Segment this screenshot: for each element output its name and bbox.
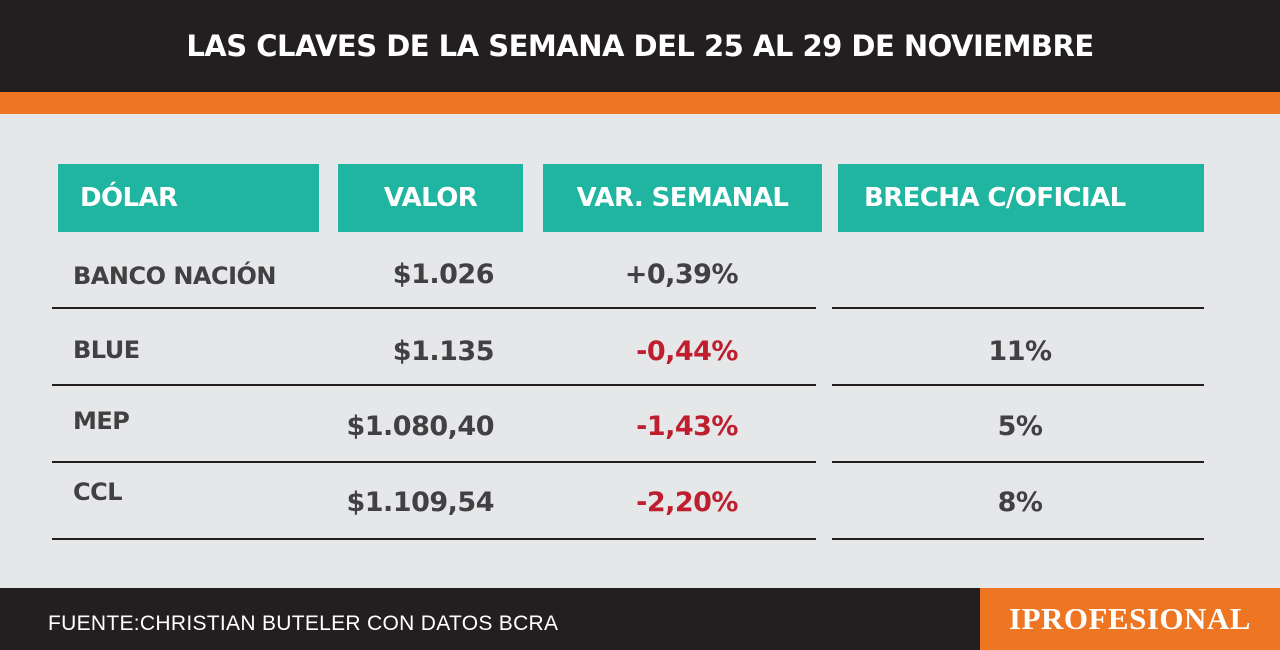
row-divider <box>52 384 816 386</box>
row-blue-valor: $1.135 <box>392 336 495 367</box>
column-header-dolar: DÓLAR <box>58 164 319 232</box>
row-ccl-var: -2,20% <box>636 487 738 518</box>
row-mep-valor: $1.080,40 <box>346 411 494 442</box>
title-banner: LAS CLAVES DE LA SEMANA DEL 25 AL 29 DE … <box>0 0 1280 92</box>
page-title: LAS CLAVES DE LA SEMANA DEL 25 AL 29 DE … <box>186 29 1094 63</box>
row-blue-var: -0,44% <box>636 336 738 367</box>
row-divider <box>52 307 816 309</box>
row-divider <box>52 538 816 540</box>
row-ccl-name: CCL <box>73 478 123 506</box>
row-ccl-brecha: 8% <box>997 487 1043 518</box>
footer-bar <box>0 588 980 650</box>
column-header-valor: VALOR <box>338 164 523 232</box>
row-divider <box>832 384 1204 386</box>
row-divider <box>832 307 1204 309</box>
source-note: FUENTE:CHRISTIAN BUTELER CON DATOS BCRA <box>48 612 559 635</box>
row-mep-var: -1,43% <box>636 411 738 442</box>
row-divider <box>52 461 816 463</box>
row-mep-brecha: 5% <box>997 411 1043 442</box>
row-divider <box>832 538 1204 540</box>
column-header-var-semanal: VAR. SEMANAL <box>543 164 822 232</box>
row-banco-nacion-var: +0,39% <box>624 259 739 290</box>
accent-stripe <box>0 92 1280 114</box>
row-blue-name: BLUE <box>73 336 140 364</box>
row-blue-brecha: 11% <box>988 336 1052 367</box>
brand-box: IPROFESIONAL <box>980 588 1280 650</box>
column-header-brecha: BRECHA C/OFICIAL <box>838 164 1204 232</box>
row-banco-nacion-valor: $1.026 <box>392 259 495 290</box>
row-mep-name: MEP <box>73 407 130 435</box>
row-divider <box>832 461 1204 463</box>
brand-logo: IPROFESIONAL <box>1009 601 1251 636</box>
row-ccl-valor: $1.109,54 <box>346 487 494 518</box>
row-banco-nacion-name: BANCO NACIÓN <box>73 262 277 290</box>
